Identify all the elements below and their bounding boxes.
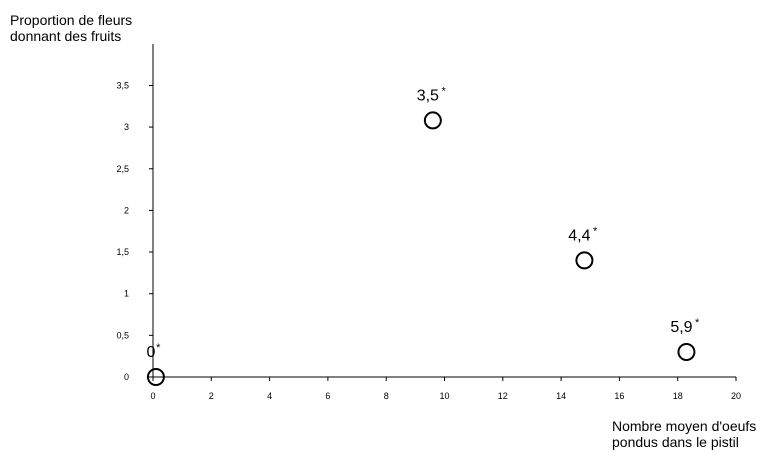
x-tick-label: 8: [384, 391, 389, 401]
x-tick-label: 16: [614, 391, 624, 401]
x-tick-label: 0: [150, 391, 155, 401]
data-point-significance: *: [695, 317, 700, 329]
x-tick-label: 4: [267, 391, 272, 401]
y-axis-ticks: 0 0,5 1 1,5 2 2,5 3 3,5: [116, 80, 153, 382]
y-axis-title: Proportion de fleurs donnant des fruits: [10, 12, 132, 44]
x-tick-label: 12: [498, 391, 508, 401]
data-point-marker: [677, 343, 696, 362]
data-point-label: 3,5: [417, 87, 439, 104]
y-tick-label: 2: [124, 205, 129, 215]
y-axis-title-line-2: donnant des fruits: [10, 28, 122, 44]
data-points: 0 *3,5 *4,4 *5,9 *: [146, 85, 700, 386]
x-tick-label: 18: [673, 391, 683, 401]
x-tick-label: 20: [731, 391, 741, 401]
x-tick-label: 6: [325, 391, 330, 401]
y-tick-label: 0: [124, 372, 129, 382]
y-tick-label: 1,5: [116, 247, 129, 257]
data-point-significance: *: [156, 342, 161, 354]
data-point-label: 4,4: [568, 227, 590, 244]
x-axis-ticks: 0 2 4 6 8 10 12 14 16 18 20: [150, 377, 741, 401]
x-axis-title-line-2: pondus dans le pistil: [612, 434, 739, 450]
x-axis-title: Nombre moyen d'oeufs pondus dans le pist…: [612, 418, 756, 450]
y-axis-title-line-1: Proportion de fleurs: [10, 12, 133, 28]
x-tick-label: 10: [439, 391, 449, 401]
data-point-label: 5,9: [670, 319, 692, 336]
y-tick-label: 3,5: [116, 80, 129, 90]
y-tick-label: 2,5: [116, 164, 129, 174]
data-point-label: 0: [146, 344, 155, 361]
data-point-marker: [575, 251, 594, 270]
x-tick-label: 2: [209, 391, 214, 401]
data-point-significance: *: [441, 85, 446, 97]
y-tick-label: 1: [124, 289, 129, 299]
data-point-marker: [146, 368, 165, 386]
data-point-significance: *: [593, 225, 598, 237]
data-point-marker: [423, 111, 442, 130]
x-tick-label: 14: [556, 391, 566, 401]
y-tick-label: 0,5: [116, 330, 129, 340]
x-axis-title-line-1: Nombre moyen d'oeufs: [612, 418, 757, 434]
y-tick-label: 3: [124, 122, 129, 132]
